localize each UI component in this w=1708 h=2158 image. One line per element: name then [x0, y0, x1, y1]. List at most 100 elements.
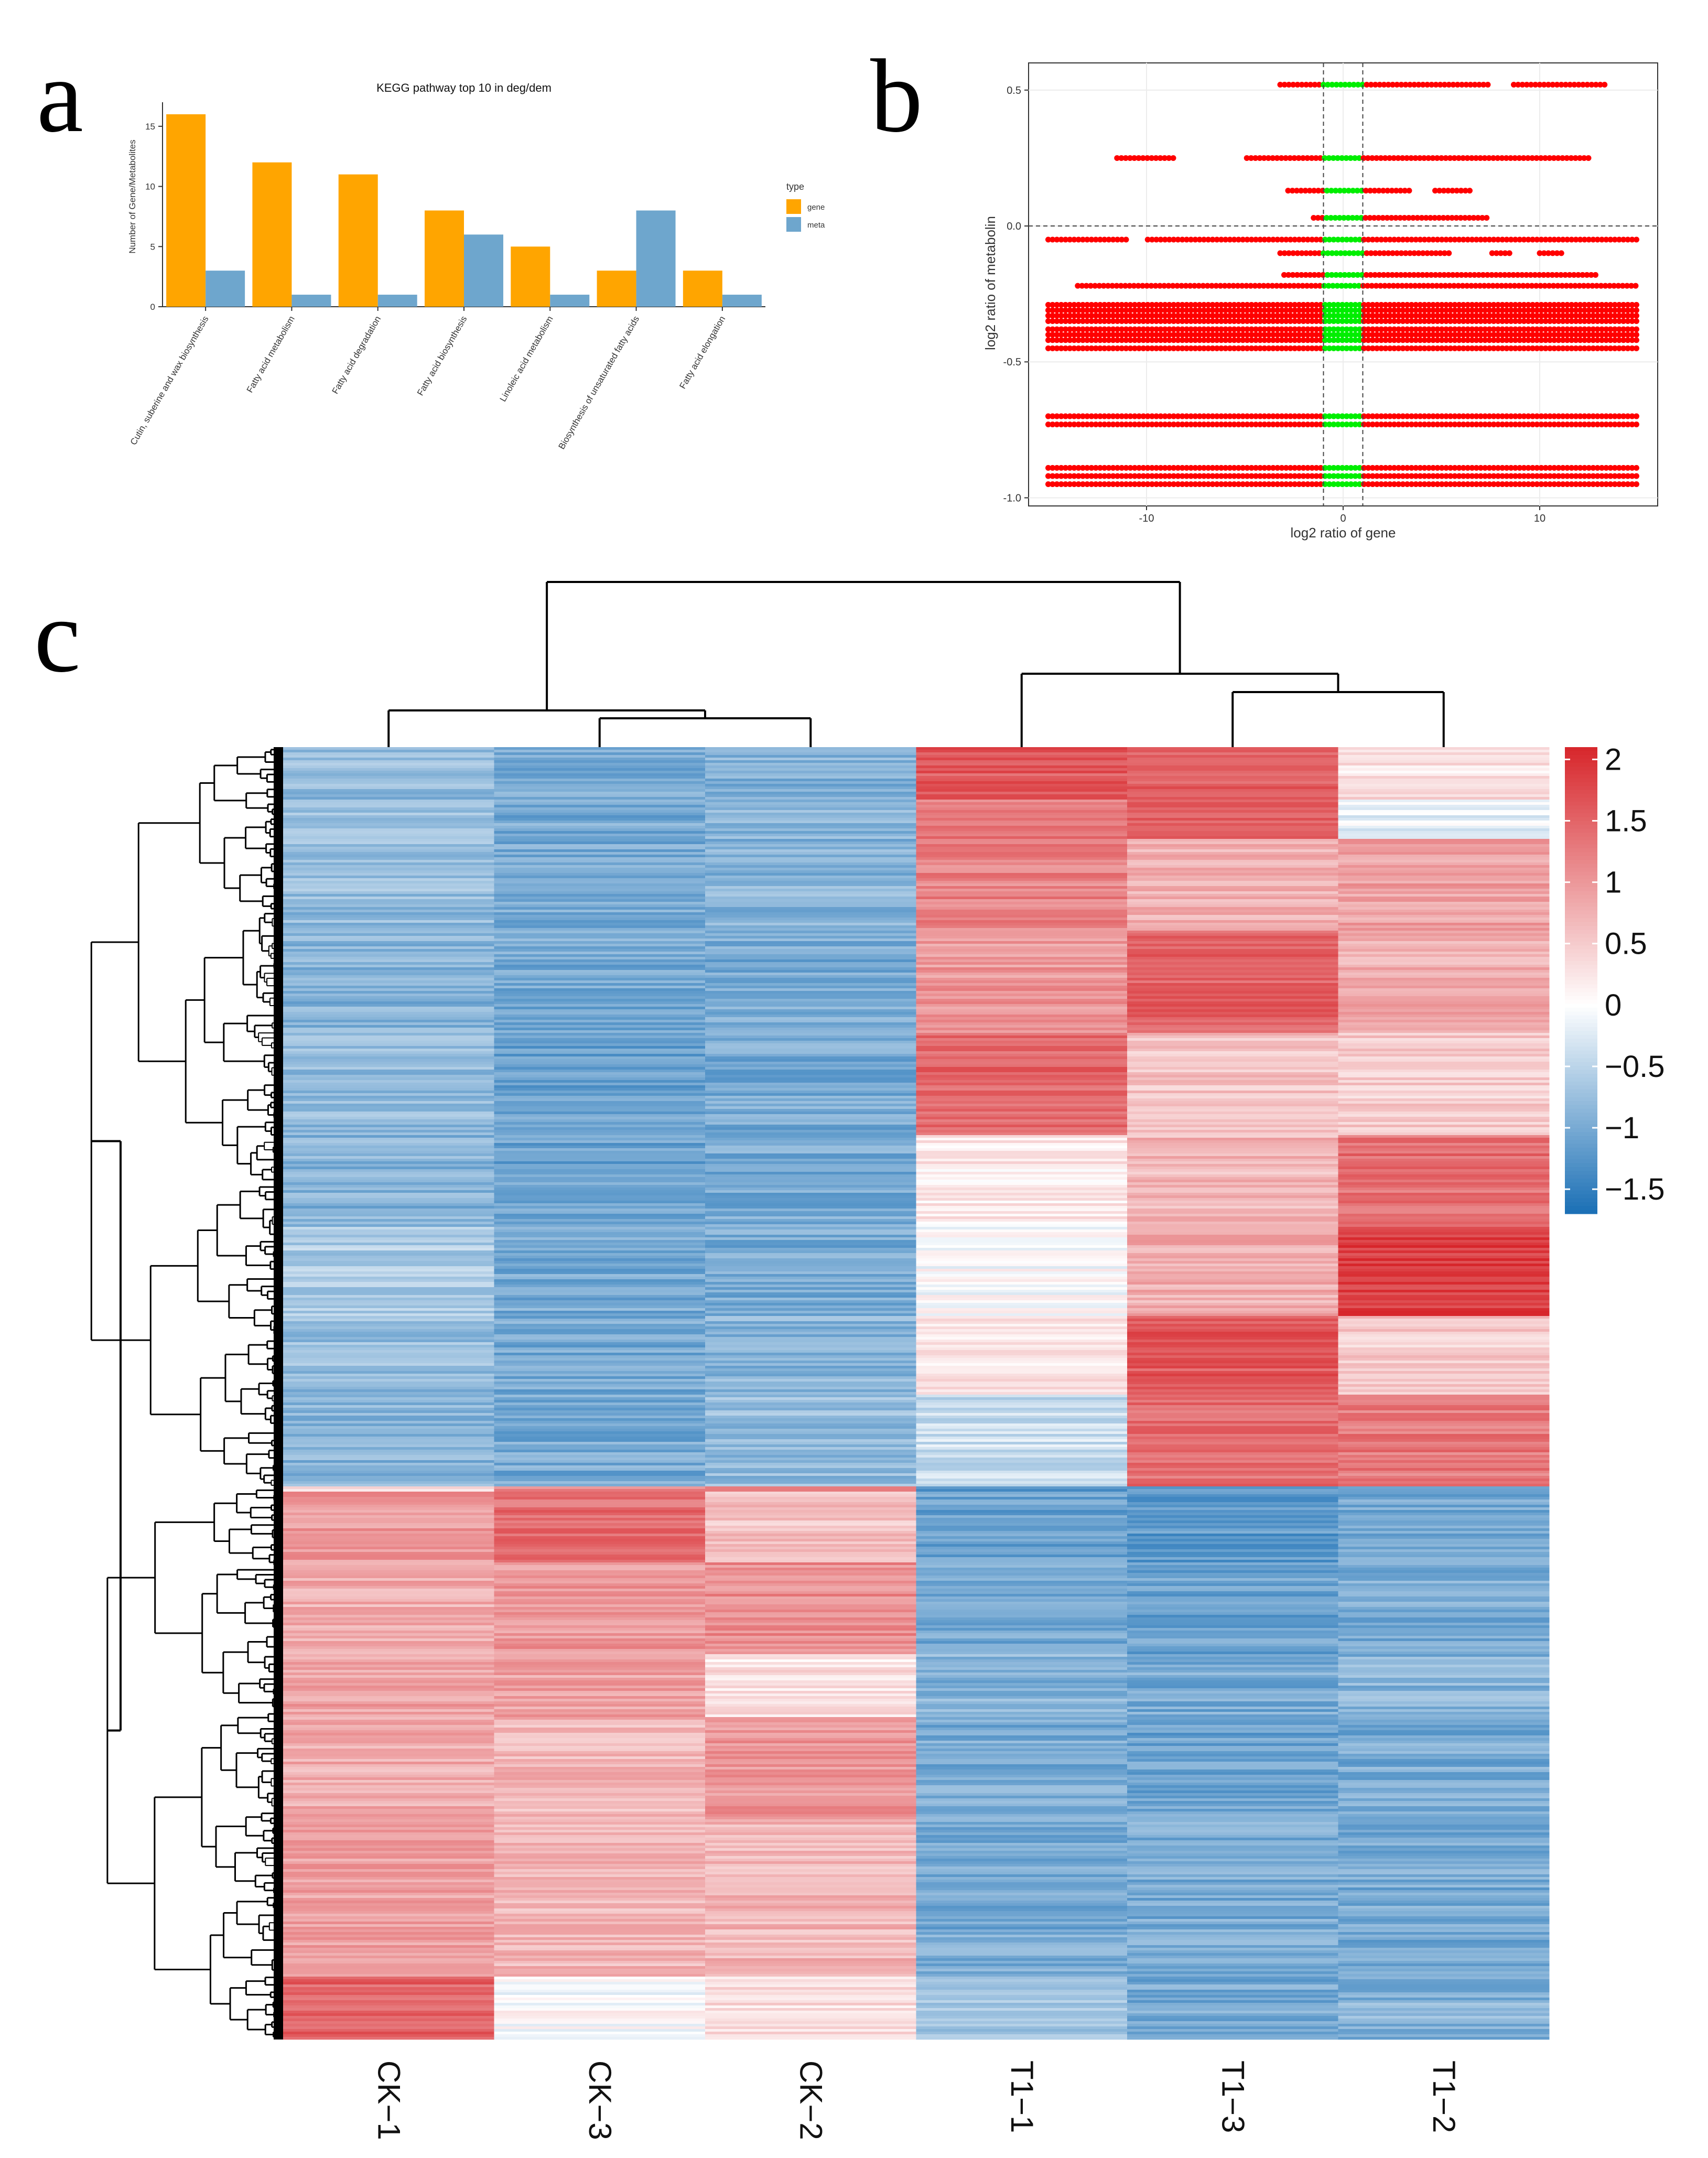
heatmap-cell — [1127, 1350, 1338, 1353]
scatter-point — [1503, 283, 1509, 289]
scatter-point — [1315, 214, 1321, 221]
scatter-point — [1179, 301, 1185, 308]
bar-gene — [597, 271, 636, 307]
bar-category-label: Biosynthesis of unsaturated fatty acids — [557, 315, 642, 451]
heatmap-cell — [283, 1017, 494, 1020]
scatter-point — [1248, 301, 1255, 308]
heatmap-cell — [1338, 967, 1550, 970]
heatmap-cell — [705, 878, 916, 881]
heatmap-cell — [1338, 1266, 1550, 1269]
heatmap-cell — [494, 1243, 706, 1246]
scatter-point — [1456, 155, 1462, 161]
scatter-point — [1348, 307, 1354, 314]
heatmap-cell — [1338, 1211, 1550, 1214]
heatmap-cell — [1127, 1146, 1338, 1149]
heatmap-cell — [916, 1450, 1128, 1453]
heatmap-cell — [1127, 1232, 1338, 1235]
scatter-point — [1396, 326, 1402, 332]
scatter-point — [1462, 188, 1468, 194]
scatter-point — [1525, 307, 1531, 314]
heatmap-cell — [283, 1342, 494, 1345]
scatter-point — [1240, 301, 1246, 308]
heatmap-cell — [705, 1070, 916, 1073]
heatmap-cell — [705, 1476, 916, 1479]
scatter-point — [1486, 155, 1492, 161]
scatter-point — [1110, 312, 1116, 319]
scatter-point — [1179, 312, 1185, 319]
scatter-point — [1400, 318, 1406, 324]
scatter-point — [1140, 318, 1147, 324]
heatmap-cell — [916, 1402, 1128, 1406]
heatmap-cell — [1127, 1282, 1338, 1285]
bar-meta — [464, 234, 503, 307]
heatmap-cell — [283, 1193, 494, 1196]
scatter-point — [1439, 301, 1445, 308]
heatmap-cell — [705, 918, 916, 921]
heatmap-cell — [283, 946, 494, 949]
heatmap-cell — [283, 1091, 494, 1094]
scatter-point — [1084, 326, 1090, 332]
heatmap-cell — [1127, 1015, 1338, 1018]
heatmap-cell — [494, 760, 706, 763]
heatmap-cell — [916, 1416, 1128, 1419]
heatmap-cell — [283, 1379, 494, 1382]
scatter-point — [1398, 81, 1404, 88]
scatter-point — [1391, 318, 1397, 324]
heatmap-cell — [283, 1471, 494, 1474]
heatmap-cell — [283, 1151, 494, 1154]
scatter-point — [1364, 250, 1370, 256]
scatter-point — [1625, 312, 1631, 319]
heatmap-cell — [283, 936, 494, 939]
heatmap-cell — [705, 1135, 916, 1138]
heatmap-cell — [916, 931, 1128, 934]
heatmap-cell — [1127, 1400, 1338, 1403]
heatmap-cell — [705, 1250, 916, 1254]
scatter-point — [1564, 301, 1570, 308]
heatmap-cell — [283, 1321, 494, 1324]
scatter-point — [1288, 312, 1293, 319]
heatmap-cell — [1127, 1476, 1338, 1479]
scatter-point — [1187, 283, 1193, 289]
heatmap-cell — [494, 894, 706, 897]
scatter-point — [1521, 307, 1527, 314]
scatter-point — [1326, 236, 1333, 243]
heatmap-cell — [1127, 1264, 1338, 1267]
scatter-point — [1294, 81, 1301, 88]
scatter-point — [1404, 318, 1410, 324]
scatter-x-tick-label: 10 — [1534, 513, 1545, 524]
heatmap-cell — [494, 1368, 706, 1372]
heatmap-cell — [494, 1041, 706, 1044]
heatmap-cell — [1127, 1080, 1338, 1083]
scatter-point — [1391, 301, 1397, 308]
heatmap-cell — [705, 965, 916, 968]
scatter-point — [1223, 318, 1229, 324]
heatmap-cell — [283, 1172, 494, 1175]
scatter-point — [1084, 301, 1090, 308]
heatmap-cell — [1338, 1188, 1550, 1191]
heatmap-cell — [1127, 1088, 1338, 1091]
scatter-point — [1127, 155, 1133, 161]
scatter-point — [1158, 326, 1164, 332]
heatmap-cell — [916, 836, 1128, 839]
heatmap-cell — [1127, 1345, 1338, 1348]
scatter-point — [1196, 326, 1203, 332]
scatter-point — [1071, 236, 1077, 243]
heatmap-cell — [916, 936, 1128, 939]
heatmap-cell — [916, 1340, 1128, 1343]
scatter-point — [1417, 326, 1423, 332]
scatter-point — [1629, 301, 1635, 308]
heatmap-cell — [1338, 1340, 1550, 1343]
heatmap-cell — [283, 1085, 494, 1088]
heatmap-cell — [494, 1308, 706, 1311]
scatter-point — [1615, 283, 1621, 289]
heatmap-cell — [1127, 810, 1338, 813]
heatmap-cell — [916, 1387, 1128, 1390]
heatmap-cell — [1127, 1387, 1338, 1390]
scatter-point — [1582, 307, 1587, 314]
scatter-point — [1355, 250, 1361, 256]
heatmap-cell — [283, 752, 494, 756]
scatter-point — [1118, 283, 1124, 289]
heatmap-cell — [1338, 1421, 1550, 1424]
heatmap-cell — [1338, 1384, 1550, 1387]
